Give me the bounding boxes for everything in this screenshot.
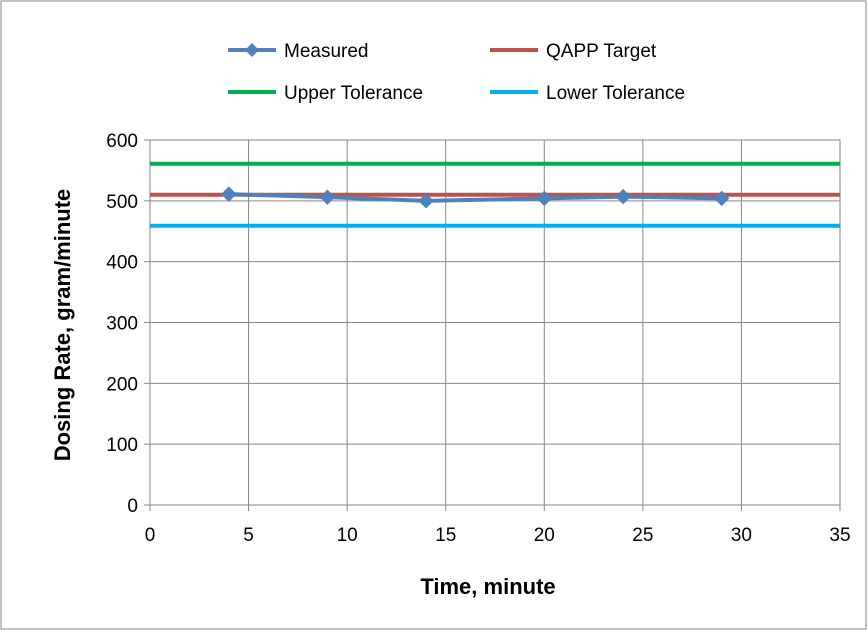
legend-marker-measured — [245, 43, 259, 57]
x-tick-label: 0 — [145, 525, 156, 546]
x-tick-label: 10 — [337, 525, 358, 546]
legend-label-measured: Measured — [284, 41, 369, 62]
series-layer — [150, 161, 840, 228]
x-tick-label: 15 — [435, 525, 456, 546]
tick-layer: 0 100 200 300 400 500 600 0 5 10 15 20 25 30 35 — [106, 131, 850, 546]
x-tick-label: 35 — [829, 525, 850, 546]
y-tick-label: 400 — [106, 253, 138, 274]
x-tick-label: 25 — [632, 525, 653, 546]
y-axis-title: Dosing Rate, gram/minute — [50, 189, 75, 462]
data-point-measured — [418, 193, 434, 209]
data-point-measured — [615, 188, 631, 205]
x-tick-label: 5 — [243, 525, 254, 546]
y-tick-label: 300 — [106, 314, 138, 335]
data-point-measured — [221, 186, 237, 202]
legend-label-upper-tolerance: Upper Tolerance — [284, 83, 423, 104]
legend: Measured QAPP Target Upper Tolerance Lower … — [228, 41, 685, 104]
y-tick-label: 200 — [106, 374, 138, 395]
series-line-measured — [228, 192, 722, 203]
data-point-measured — [536, 190, 552, 207]
data-point-measured — [714, 190, 730, 207]
legend-label-qapp-target: QAPP Target — [546, 41, 657, 62]
x-tick-label: 20 — [534, 525, 555, 546]
data-point-measured — [319, 189, 336, 205]
x-tick-label: 30 — [731, 525, 752, 546]
y-tick-label: 0 — [127, 496, 138, 517]
y-tick-label: 500 — [106, 192, 138, 213]
y-tick-label: 600 — [106, 131, 138, 152]
y-tick-label: 100 — [106, 435, 138, 456]
x-axis-title: Time, minute — [420, 574, 555, 599]
legend-label-lower-tolerance: Lower Tolerance — [546, 83, 685, 104]
